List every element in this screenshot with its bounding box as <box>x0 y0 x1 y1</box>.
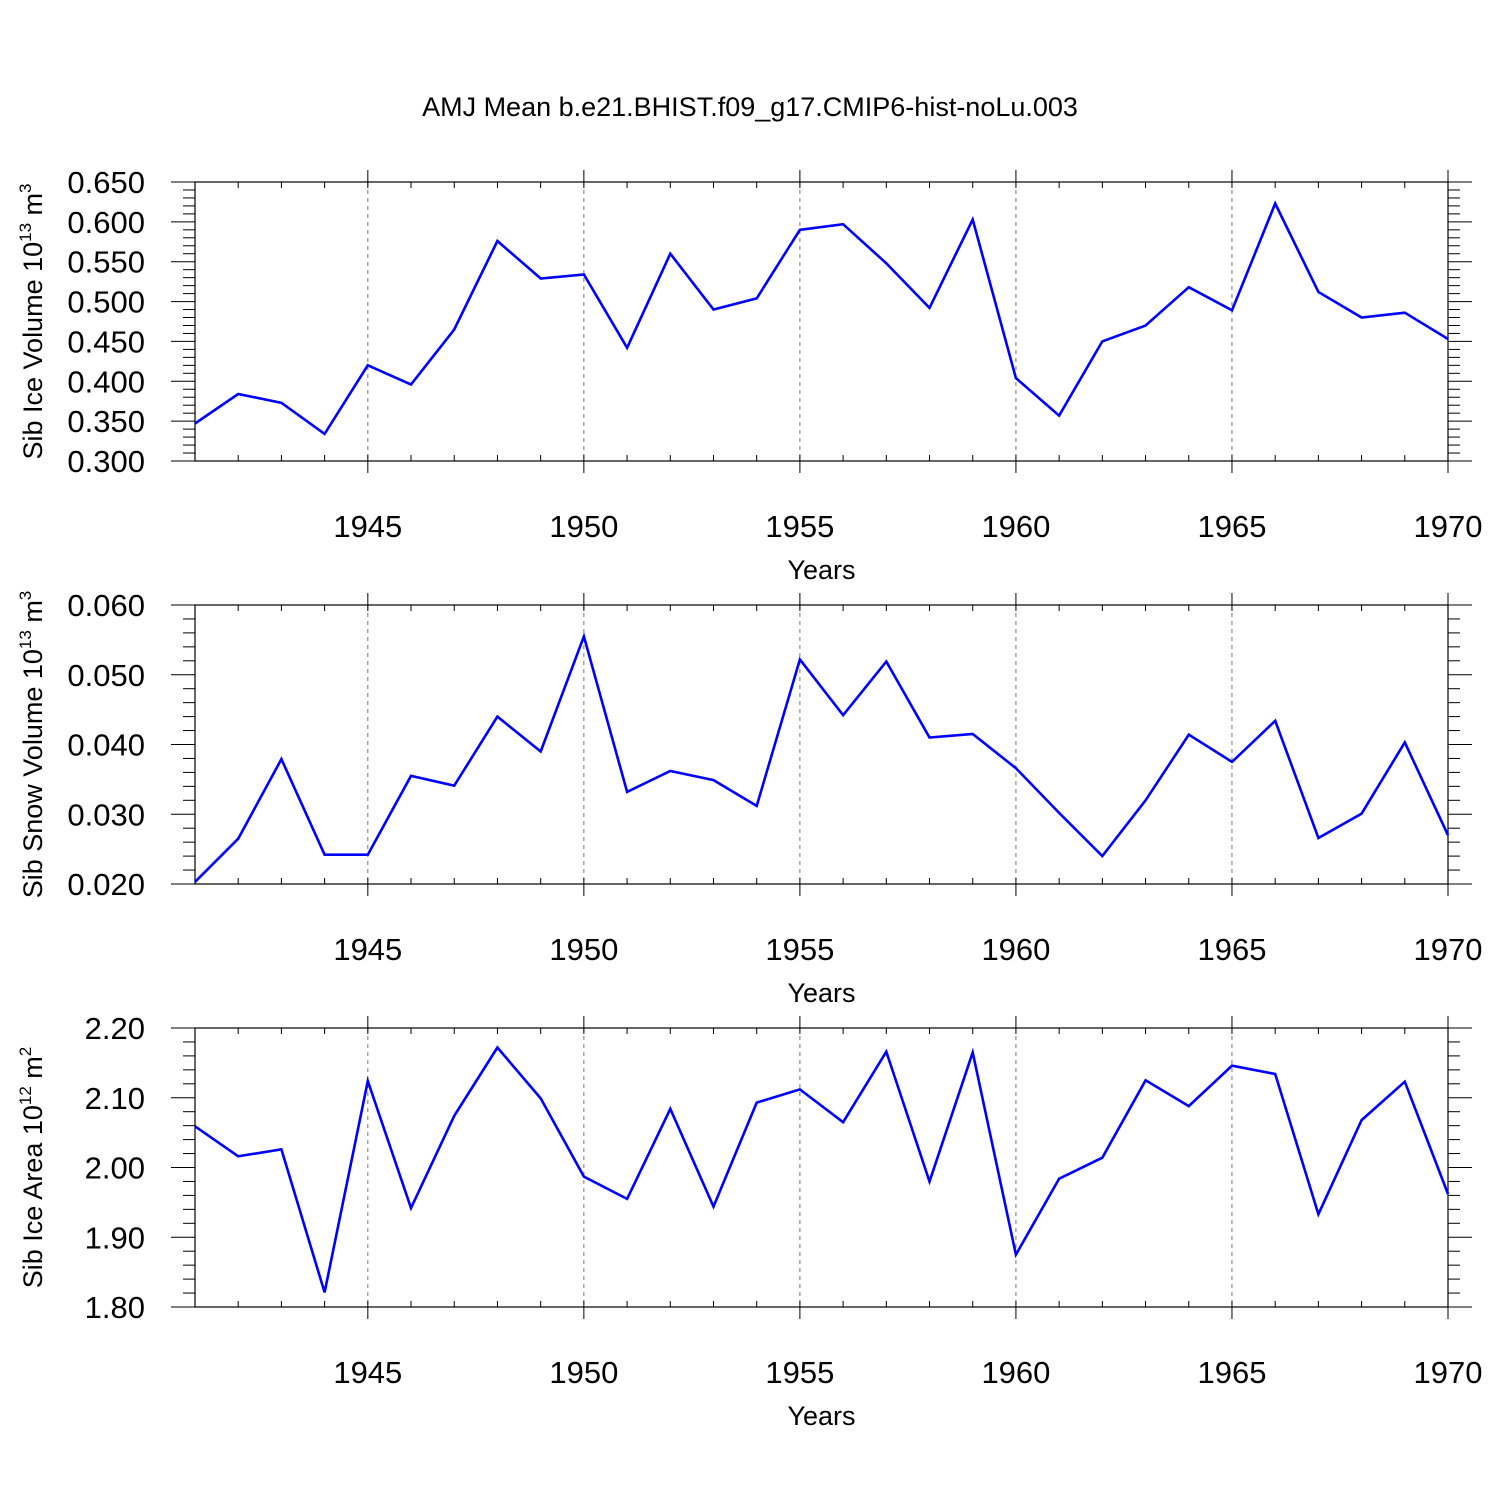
y-tick-label: 0.450 <box>67 324 145 359</box>
x-tick-label: 1965 <box>1197 932 1266 967</box>
x-tick-label: 1970 <box>1414 509 1483 544</box>
plot-frame <box>194 1027 1449 1308</box>
x-tick-label: 1945 <box>333 932 402 967</box>
x-tick-label: 1970 <box>1414 932 1483 967</box>
x-tick-label: 1955 <box>765 509 834 544</box>
y-tick-label: 0.300 <box>67 444 145 479</box>
series-line <box>194 200 1449 436</box>
plot-frame <box>194 181 1449 462</box>
y-tick-label: 0.060 <box>67 588 145 623</box>
y-tick-label: 0.500 <box>67 285 145 320</box>
x-axis-label: Years <box>787 1401 855 1431</box>
x-tick-label: 1965 <box>1197 1355 1266 1390</box>
y-tick-label: 2.10 <box>85 1081 145 1116</box>
x-axis-label: Years <box>787 555 855 585</box>
y-tick-label: 0.050 <box>67 658 145 693</box>
x-tick-label: 1960 <box>981 932 1050 967</box>
y-tick-label: 0.400 <box>67 364 145 399</box>
x-tick-label: 1960 <box>981 509 1050 544</box>
y-tick-label: 0.650 <box>67 165 145 200</box>
figure-title: AMJ Mean b.e21.BHIST.f09_g17.CMIP6-hist-… <box>422 92 1078 122</box>
x-tick-label: 1945 <box>333 509 402 544</box>
panel-2: 1945 1950 1955 1960 1965 1970 0.020 0.030 0.040 0… <box>16 588 1482 1008</box>
x-axis-label: Years <box>787 978 855 1008</box>
x-tick-label: 1945 <box>333 1355 402 1390</box>
y-tick-label: 0.040 <box>67 728 145 763</box>
series-line <box>194 1045 1450 1293</box>
y-axis-label: Sib Ice Area 1012 m2 <box>16 1047 48 1289</box>
y-tick-label: 0.600 <box>67 205 145 240</box>
y-tick-label: 0.020 <box>67 867 145 902</box>
x-tick-label: 1955 <box>765 1355 834 1390</box>
x-tick-label: 1970 <box>1414 1355 1483 1390</box>
x-tick-label: 1950 <box>549 932 618 967</box>
x-tick-label: 1950 <box>549 1355 618 1390</box>
x-tick-label: 1950 <box>549 509 618 544</box>
panel-1: 1945 1950 1955 1960 1965 1970 0.300 0.350 0.400 0… <box>16 165 1482 585</box>
x-tick-label: 1955 <box>765 932 834 967</box>
y-axis-label: Sib Snow Volume 1013 m3 <box>16 591 48 899</box>
series-line <box>194 632 1450 883</box>
y-tick-label: 2.20 <box>85 1011 145 1046</box>
y-tick-label: 0.550 <box>67 245 145 280</box>
y-tick-label: 1.80 <box>85 1290 145 1325</box>
panel-3: 1945 1950 1955 1960 1965 1970 1.80 1.90 2.00 2.10… <box>16 1011 1482 1431</box>
y-tick-label: 2.00 <box>85 1151 145 1186</box>
plot-frame <box>194 604 1449 885</box>
y-axis-label: Sib Ice Volume 1013 m3 <box>16 183 48 459</box>
x-tick-label: 1965 <box>1197 509 1266 544</box>
y-tick-label: 1.90 <box>85 1220 145 1255</box>
y-tick-label: 0.030 <box>67 797 145 832</box>
x-tick-label: 1960 <box>981 1355 1050 1390</box>
y-tick-label: 0.350 <box>67 404 145 439</box>
